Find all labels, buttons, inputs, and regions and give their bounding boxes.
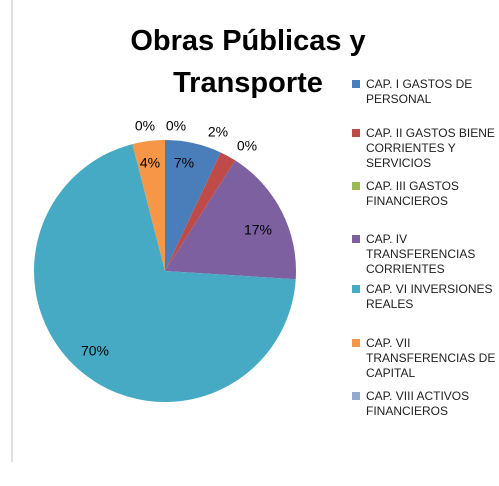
legend-swatch xyxy=(352,235,360,243)
data-label: 17% xyxy=(244,222,272,238)
data-label: 2% xyxy=(208,124,228,140)
legend-label: CAP. IV TRANSFERENCIAS CORRIENTES xyxy=(366,232,476,276)
legend-label: CAP. VII TRANSFERENCIAS DE CAPITAL xyxy=(366,336,496,380)
pie-slice xyxy=(132,140,165,271)
legend-swatch xyxy=(352,182,360,190)
legend-swatch xyxy=(352,339,360,347)
data-label: 4% xyxy=(140,155,160,171)
legend-label: CAP. III GASTOS FINANCIEROS xyxy=(366,179,459,208)
pie-slice xyxy=(165,152,236,271)
legend-label: CAP. VIII ACTIVOS FINANCIEROS xyxy=(366,389,470,418)
legend-label: CAP. II GASTOS BIENE CORRIENTES Y SERVIC… xyxy=(366,126,495,170)
legend-swatch xyxy=(352,285,360,293)
data-label: 0% xyxy=(135,118,155,134)
data-label: 70% xyxy=(81,343,109,359)
chart-title: Obras Públicas y Transporte xyxy=(130,25,366,99)
legend-swatch xyxy=(352,392,360,400)
legend-label: CAP. I GASTOS DE PERSONAL xyxy=(366,77,473,106)
pie-slice xyxy=(165,160,297,280)
pie-slice xyxy=(34,144,296,402)
data-label: 7% xyxy=(174,155,194,171)
legend-swatch xyxy=(352,129,360,137)
data-label: 0% xyxy=(166,118,186,134)
legend-label: CAP. VI INVERSIONES REALES xyxy=(366,282,493,311)
legend-swatch xyxy=(352,80,360,88)
data-label: 0% xyxy=(237,138,257,154)
pie-slice xyxy=(165,140,221,271)
